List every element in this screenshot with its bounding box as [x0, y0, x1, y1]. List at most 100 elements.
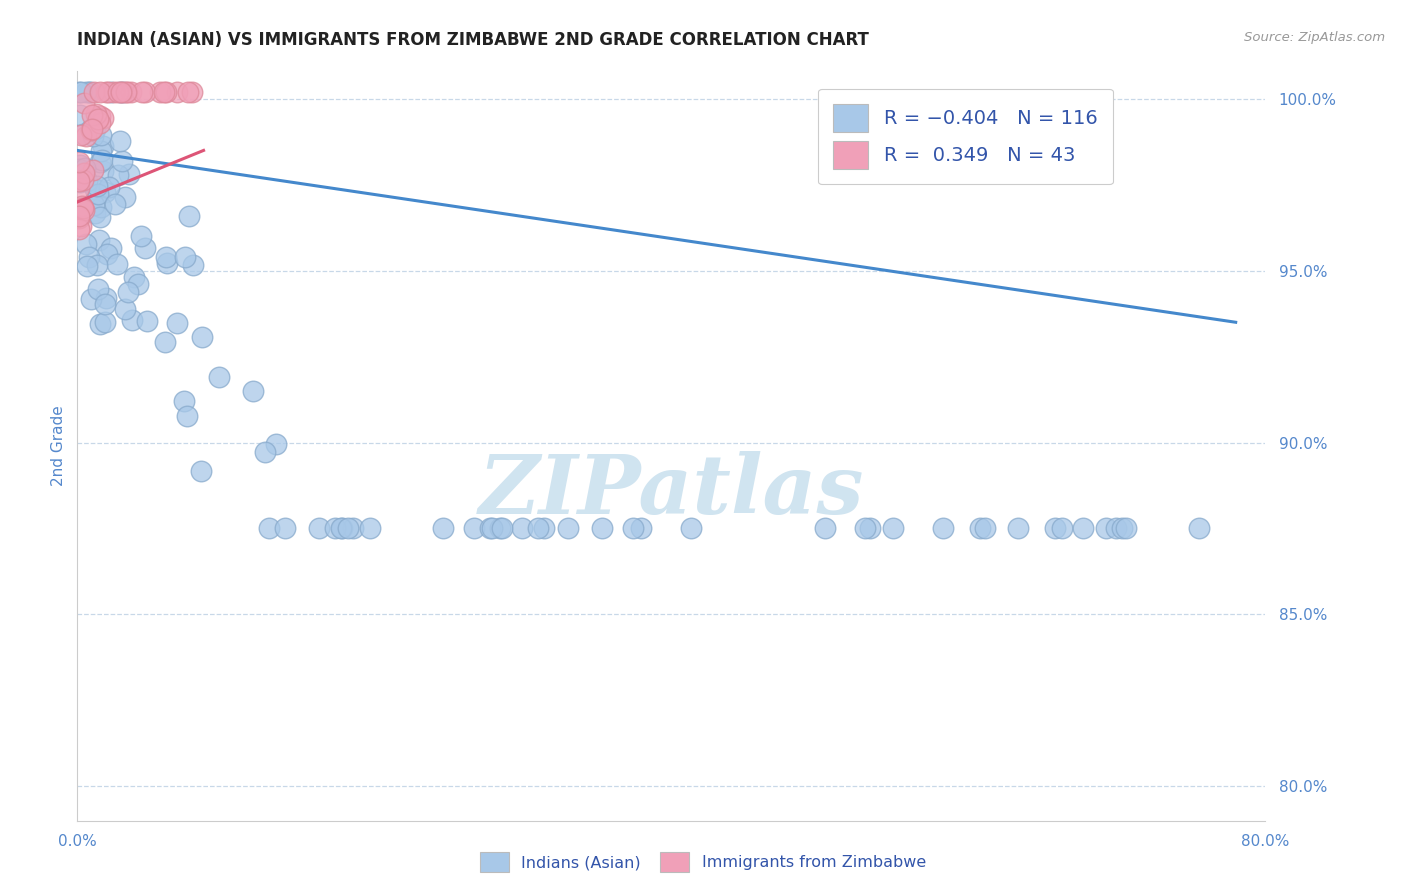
Point — [72, 172, 94, 186]
Point — [491, 521, 513, 535]
Point — [67, 201, 90, 215]
Point — [308, 521, 330, 535]
Point — [80, 292, 103, 306]
Point — [83, 121, 105, 136]
Point — [104, 197, 127, 211]
Point — [359, 521, 381, 535]
Point — [94, 315, 117, 329]
Point — [166, 316, 188, 330]
Point — [73, 165, 96, 179]
Point — [122, 270, 145, 285]
Point — [129, 228, 152, 243]
Point — [108, 134, 131, 148]
Point — [69, 158, 91, 172]
Point — [155, 250, 177, 264]
Point — [155, 255, 177, 269]
Point — [82, 122, 104, 136]
Point — [77, 85, 100, 99]
Point — [1043, 521, 1066, 535]
Point — [118, 167, 141, 181]
Point — [149, 85, 172, 99]
Point — [70, 199, 93, 213]
Point — [89, 155, 111, 169]
Point — [1050, 521, 1073, 535]
Point — [264, 437, 287, 451]
Point — [86, 112, 108, 126]
Point — [591, 521, 613, 535]
Point — [481, 521, 503, 535]
Point — [932, 521, 955, 535]
Point — [75, 85, 97, 99]
Point — [180, 85, 202, 99]
Point — [134, 85, 156, 99]
Point — [67, 221, 90, 235]
Point — [69, 108, 91, 122]
Point — [117, 285, 139, 300]
Point — [97, 85, 120, 99]
Point — [190, 464, 212, 478]
Point — [630, 521, 652, 535]
Point — [90, 128, 112, 142]
Point — [557, 521, 579, 535]
Point — [90, 200, 112, 214]
Point — [96, 247, 118, 261]
Point — [121, 312, 143, 326]
Point — [176, 409, 198, 423]
Point — [79, 251, 101, 265]
Point — [463, 521, 485, 535]
Point — [96, 85, 118, 99]
Point — [73, 96, 96, 111]
Point — [859, 521, 882, 535]
Point — [155, 85, 177, 99]
Point — [80, 108, 103, 122]
Point — [89, 317, 111, 331]
Point — [82, 129, 104, 144]
Point — [115, 85, 138, 99]
Point — [127, 277, 149, 292]
Point — [253, 445, 276, 459]
Point — [173, 393, 195, 408]
Point — [103, 85, 125, 99]
Point — [94, 291, 117, 305]
Point — [1071, 521, 1094, 535]
Point — [974, 521, 997, 535]
Point — [72, 127, 94, 141]
Point — [91, 112, 114, 126]
Point — [107, 169, 129, 183]
Point — [479, 521, 502, 535]
Point — [432, 521, 454, 535]
Point — [76, 174, 98, 188]
Point — [67, 85, 90, 99]
Point — [882, 521, 904, 535]
Point — [274, 521, 297, 535]
Y-axis label: 2nd Grade: 2nd Grade — [51, 406, 66, 486]
Point — [69, 175, 91, 189]
Point — [176, 85, 198, 99]
Point — [89, 85, 111, 99]
Point — [174, 250, 197, 264]
Point — [94, 297, 117, 311]
Point — [90, 144, 112, 158]
Point — [814, 521, 837, 535]
Point — [80, 121, 103, 136]
Point — [70, 85, 93, 99]
Point — [1105, 521, 1128, 535]
Point — [75, 128, 97, 143]
Point — [208, 370, 231, 384]
Point — [1007, 521, 1029, 535]
Point — [91, 164, 114, 178]
Point — [75, 236, 97, 251]
Point — [67, 210, 90, 224]
Text: Source: ZipAtlas.com: Source: ZipAtlas.com — [1244, 31, 1385, 45]
Point — [84, 182, 107, 196]
Point — [94, 185, 117, 199]
Point — [97, 180, 120, 194]
Point — [72, 201, 94, 215]
Legend: Indians (Asian), Immigrants from Zimbabwe: Indians (Asian), Immigrants from Zimbabw… — [472, 844, 934, 880]
Point — [105, 257, 128, 271]
Point — [120, 85, 142, 99]
Point — [621, 521, 644, 535]
Point — [855, 521, 877, 535]
Point — [86, 179, 108, 194]
Point — [1111, 521, 1133, 535]
